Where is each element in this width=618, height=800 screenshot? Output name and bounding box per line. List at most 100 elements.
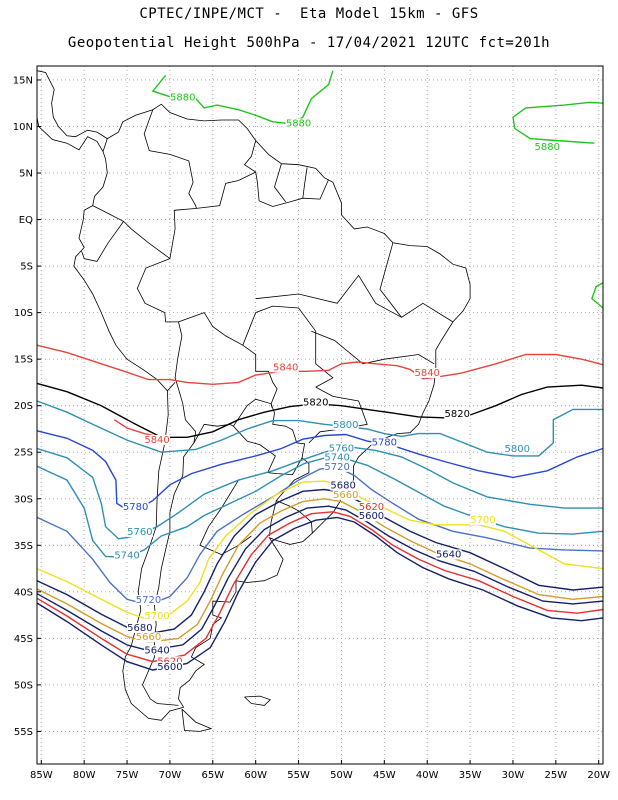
coastline-and-borders bbox=[36, 70, 471, 732]
contour-line-5840 bbox=[36, 344, 604, 386]
latitude-tick-label: 10S bbox=[14, 308, 33, 319]
contour-label: 5780 bbox=[372, 438, 397, 449]
map-frame bbox=[36, 65, 604, 765]
latitude-tick-label: 25S bbox=[14, 448, 33, 459]
latitude-tick-label: 40S bbox=[14, 587, 33, 598]
latitude-tick-label: 5S bbox=[20, 262, 33, 273]
contour-label-background bbox=[144, 434, 171, 445]
contour-label: 5720 bbox=[324, 462, 349, 473]
border-brazil-states-5 bbox=[379, 242, 454, 323]
contour-label-background bbox=[156, 662, 183, 673]
contour-label: 5680 bbox=[330, 481, 355, 492]
contour-label-background bbox=[358, 501, 385, 512]
border-brazil-states-4 bbox=[242, 305, 334, 388]
contour-label: 5700 bbox=[470, 515, 495, 526]
contour-label-background bbox=[156, 656, 183, 667]
contour-label: 5740 bbox=[114, 550, 139, 561]
longitude-tick-label: 85W bbox=[30, 770, 53, 781]
contour-line-5600 bbox=[36, 516, 604, 671]
border-guianas bbox=[243, 140, 257, 173]
border-brazil-north bbox=[196, 171, 329, 209]
contour-line-5760 bbox=[36, 446, 603, 540]
contour-label: 5760 bbox=[127, 527, 152, 538]
border-brazil-uruguay bbox=[276, 500, 313, 534]
border-brazil-peru-bolivia bbox=[136, 258, 197, 443]
contour-label: 5880 bbox=[535, 142, 560, 153]
contour-label-background bbox=[371, 437, 398, 448]
contour-label-background bbox=[332, 420, 359, 431]
longitude-tick-label: 45W bbox=[373, 770, 396, 781]
contour-label: 5820 bbox=[303, 398, 328, 409]
chart-subtitle: Geopotential Height 500hPa - 17/04/2021 … bbox=[67, 35, 551, 51]
latitude-tick-label: EQ bbox=[19, 215, 33, 226]
contour-label: 5660 bbox=[333, 490, 358, 501]
contour-label-background bbox=[144, 610, 171, 621]
contour-label: 5700 bbox=[144, 611, 169, 622]
contour-label: 5740 bbox=[324, 453, 349, 464]
contour-label: 5620 bbox=[157, 656, 182, 667]
latitude-tick-label: 5N bbox=[19, 169, 33, 180]
latitude-tick-label: 15S bbox=[14, 355, 33, 366]
border-colombia-south bbox=[92, 205, 197, 260]
contour-line-5720 bbox=[36, 466, 604, 606]
contour-label: 5640 bbox=[436, 549, 461, 560]
contour-label-background bbox=[144, 645, 171, 656]
border-brazil-states-1 bbox=[255, 274, 402, 318]
south-america-coastline bbox=[73, 103, 471, 721]
contour-label-background bbox=[135, 632, 162, 643]
border-guyana-suriname bbox=[274, 163, 287, 203]
contour-label-background bbox=[169, 92, 196, 103]
border-ecuador-peru bbox=[81, 221, 124, 262]
longitude-tick-label: 75W bbox=[116, 770, 139, 781]
longitude-tick-label: 35W bbox=[459, 770, 482, 781]
contour-label-background bbox=[444, 408, 471, 419]
contour-label-background bbox=[534, 141, 561, 152]
contour-labels: 5880 5880 5880 5840 5840 5840 5820 5820 5800 5800… bbox=[114, 92, 561, 673]
contour-label: 5820 bbox=[444, 409, 469, 420]
contour-label-background bbox=[302, 397, 329, 408]
border-brazil-states-3 bbox=[308, 386, 368, 444]
longitude-tick-label: 20W bbox=[587, 770, 610, 781]
contour-label-background bbox=[324, 461, 351, 472]
border-suriname-guiana bbox=[302, 167, 308, 199]
latitude-tick-label: 15N bbox=[13, 75, 33, 86]
border-brazil-states-2 bbox=[311, 330, 435, 365]
contour-label: 5620 bbox=[359, 502, 384, 513]
contour-label-background bbox=[330, 480, 357, 491]
latitude-labels: 15N 10N 5N EQ 5S 10S 15S 20S 25S 30S 35S 40S 45S 50S 5… bbox=[13, 75, 41, 738]
contour-label-background bbox=[135, 594, 162, 605]
contour-label: 5780 bbox=[123, 502, 148, 513]
contour-label-background bbox=[435, 549, 462, 560]
longitude-tick-label: 60W bbox=[244, 770, 267, 781]
border-bolivia-argentina bbox=[193, 423, 234, 444]
graticule bbox=[37, 66, 603, 764]
contour-label: 5680 bbox=[127, 623, 152, 634]
contour-label-background bbox=[469, 514, 496, 525]
contour-line-5880 bbox=[512, 101, 604, 144]
contour-label-background bbox=[114, 550, 141, 561]
contour-label-background bbox=[358, 511, 385, 522]
latitude-tick-label: 35S bbox=[14, 541, 33, 552]
contour-label: 5880 bbox=[286, 118, 311, 129]
latitude-tick-label: 20S bbox=[14, 401, 33, 412]
contour-label: 5840 bbox=[273, 362, 298, 373]
latitude-tick-label: 10N bbox=[13, 122, 33, 133]
contour-line-5800 bbox=[36, 400, 603, 457]
contour-label-background bbox=[324, 452, 351, 463]
tierra-del-fuego-outline bbox=[181, 708, 213, 732]
contour-label: 5880 bbox=[170, 92, 195, 103]
central-america-coastline bbox=[36, 70, 108, 139]
chart-title: CPTEC/INPE/MCT - Eta Model 15km - GFS bbox=[139, 6, 479, 22]
falklands-outline bbox=[244, 695, 272, 706]
contour-label-background bbox=[272, 362, 299, 373]
border-colombia-venezuela bbox=[143, 109, 197, 209]
contour-label: 5840 bbox=[144, 435, 169, 446]
contour-label-background bbox=[414, 367, 441, 378]
contour-label: 5660 bbox=[136, 632, 161, 643]
contour-label: 5840 bbox=[414, 368, 439, 379]
contour-line-5680 bbox=[36, 488, 604, 635]
contour-lines bbox=[36, 70, 604, 671]
longitude-tick-label: 50W bbox=[330, 770, 353, 781]
latitude-tick-label: 45S bbox=[14, 634, 33, 645]
